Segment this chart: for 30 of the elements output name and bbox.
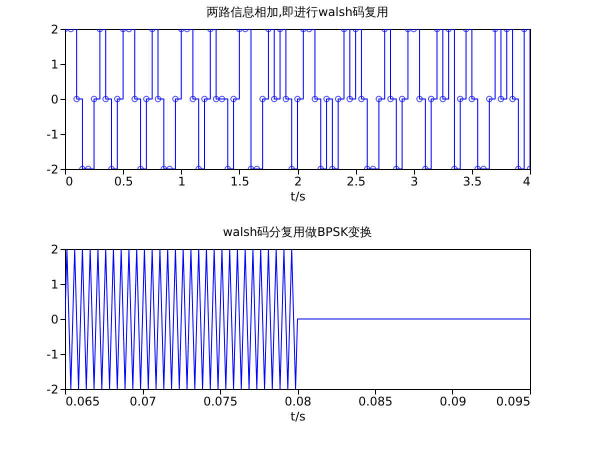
y-tick-label: 0 xyxy=(50,92,58,106)
x-tick-label: 0.09 xyxy=(440,394,466,408)
y-tick-label: 1 xyxy=(50,58,58,72)
x-tick-label: 0.5 xyxy=(114,174,134,188)
x-tick-label: 2 xyxy=(294,174,302,188)
chart-title: 两路信息相加,即进行walsh码复用 xyxy=(206,5,389,19)
x-tick-label: 0.07 xyxy=(130,394,156,408)
x-tick-label: 0.08 xyxy=(284,394,312,408)
y-tick-label: -1 xyxy=(46,128,58,142)
y-tick-label: -2 xyxy=(46,162,58,176)
x-tick-label: 1.5 xyxy=(230,174,250,188)
x-tick-label: 0.085 xyxy=(358,394,393,408)
x-tick-label: 3.5 xyxy=(462,174,482,188)
y-tick-label: -2 xyxy=(46,382,58,396)
y-tick-label: -1 xyxy=(46,348,58,362)
x-axis-title: t/s xyxy=(290,410,306,424)
x-tick-label: 0.095 xyxy=(496,394,530,408)
x-tick-label: 1 xyxy=(178,174,186,188)
x-axis-title: t/s xyxy=(290,190,306,204)
chart-title: walsh码分复用做BPSK变换 xyxy=(222,225,372,239)
x-tick-label: 0.065 xyxy=(66,394,100,408)
x-tick-label: 4 xyxy=(522,174,530,188)
y-tick-label: 1 xyxy=(50,278,58,292)
y-tick-label: 2 xyxy=(50,242,58,256)
x-tick-label: 0.075 xyxy=(203,394,238,408)
x-tick-label: 3 xyxy=(410,174,418,188)
x-tick-label: 0 xyxy=(66,174,74,188)
y-tick-label: 0 xyxy=(50,312,58,326)
x-tick-label: 2.5 xyxy=(346,174,366,188)
y-tick-label: 2 xyxy=(50,22,58,36)
